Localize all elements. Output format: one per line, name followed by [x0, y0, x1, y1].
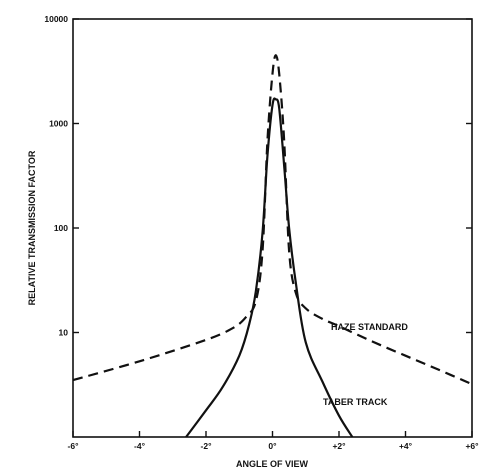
x-tick-label: 0° — [268, 441, 277, 451]
y-tick-label: 10 — [59, 328, 69, 338]
x-tick-label: +4° — [399, 441, 413, 451]
series-line-haze-standard — [72, 54, 473, 386]
series-layer — [72, 54, 473, 438]
x-tick-label: -4° — [134, 441, 146, 451]
series-line-taber-track — [185, 97, 354, 438]
x-axis-ticks: -6° -4° -2° 0° +2° +4° +6° — [68, 431, 479, 451]
series-label-haze-standard: HAZE STANDARD — [331, 322, 408, 332]
y-tick-label: 1000 — [49, 119, 68, 129]
y-axis-ticks: 10 100 1000 10000 — [44, 14, 472, 338]
x-tick-label: -6° — [68, 441, 80, 451]
x-tick-label: +6° — [465, 441, 479, 451]
y-axis-title: RELATIVE TRANSMISSION FACTOR — [27, 150, 37, 305]
x-tick-label: -2° — [201, 441, 213, 451]
y-tick-label: 100 — [54, 223, 68, 233]
x-tick-label: +2° — [332, 441, 346, 451]
series-label-taber-track: TABER TRACK — [323, 397, 388, 407]
y-tick-label: 10000 — [44, 14, 68, 24]
x-axis-title: ANGLE OF VIEW — [236, 459, 309, 469]
